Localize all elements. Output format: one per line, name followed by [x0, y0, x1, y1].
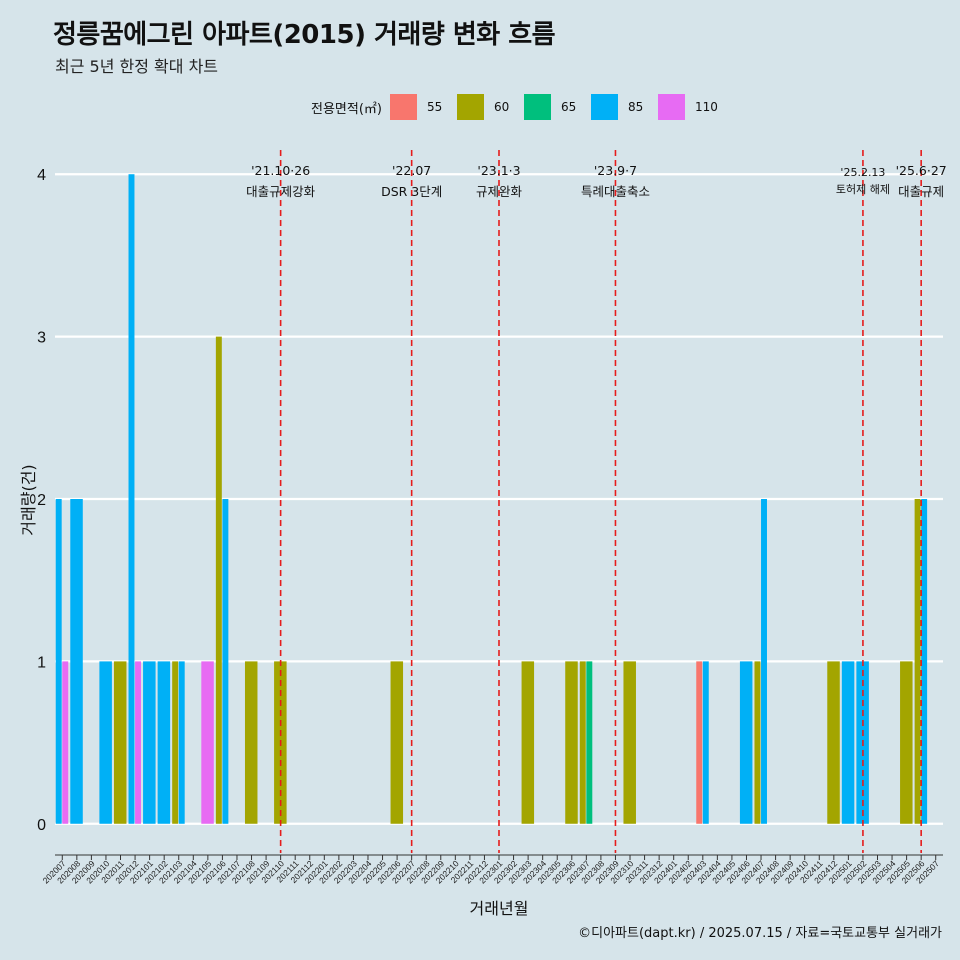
event-name-label: 대출규제 — [898, 184, 944, 199]
bar-202105-110 — [201, 661, 214, 824]
bar-202007-110 — [62, 661, 69, 824]
y-tick-label: 2 — [37, 492, 46, 509]
event-name-label: DSR 3단계 — [381, 184, 442, 199]
bar-202007-85 — [55, 499, 62, 824]
bar-202012-110 — [135, 661, 142, 824]
legend-label-55: 55 — [426, 100, 443, 114]
event-name-label: 대출규제강화 — [246, 184, 316, 199]
bar-202307-60 — [579, 661, 586, 824]
bar-202102-85 — [157, 661, 171, 824]
legend-item-55: 55 — [389, 94, 449, 120]
event-date-label: '23.9·7 — [594, 163, 637, 178]
legend-swatch-55 — [389, 94, 417, 120]
legend-item-60: 60 — [456, 94, 516, 120]
legend-swatch-60 — [456, 94, 484, 120]
bar-202501-85 — [841, 661, 855, 824]
bar-202303-60 — [521, 661, 535, 824]
legend-item-65: 65 — [523, 94, 583, 120]
bar-202407-60 — [754, 661, 761, 824]
legend-swatch-110 — [657, 94, 685, 120]
bar-202506-85 — [921, 499, 928, 824]
bar-202011-60 — [113, 661, 127, 824]
y-tick-label: 1 — [37, 654, 46, 671]
legend-title: 전용면적(㎡) — [311, 101, 382, 117]
bar-202008-85 — [70, 499, 83, 824]
bar-202206-60 — [390, 661, 404, 824]
bar-202403-55 — [696, 661, 703, 824]
legend: 전용면적(㎡) 55 60 65 85 110 — [311, 94, 726, 120]
y-axis-title: 거래량(건) — [19, 464, 38, 535]
event-date-label: '25.2.13 — [840, 166, 885, 179]
source-caption: ©디아파트(dapt.kr) / 2025.07.15 / 자료=국토교통부 실… — [578, 926, 942, 941]
legend-label-60: 60 — [493, 100, 510, 114]
y-tick-label: 0 — [37, 817, 46, 834]
legend-label-110: 110 — [694, 100, 718, 114]
bar-202103-60 — [172, 661, 179, 824]
legend-label-85: 85 — [627, 100, 644, 114]
legend-swatch-85 — [590, 94, 618, 120]
event-name-label: 규제완화 — [476, 184, 523, 199]
legend-item-110: 110 — [657, 94, 718, 120]
event-date-label: '21.10·26 — [251, 163, 310, 178]
legend-label-65: 65 — [560, 100, 577, 114]
x-axis-title: 거래년월 — [470, 899, 529, 918]
bar-202101-85 — [143, 661, 156, 824]
bar-202106-60 — [215, 336, 222, 824]
legend-swatch-65 — [523, 94, 551, 120]
bar-202310-60 — [623, 661, 636, 824]
bar-202012-85 — [128, 174, 135, 824]
bar-202506-60 — [914, 499, 921, 824]
y-tick-label: 3 — [37, 330, 46, 347]
legend-item-85: 85 — [590, 94, 650, 120]
bar-202106-85 — [222, 499, 229, 824]
chart-subtitle: 최근 5년 한정 확대 차트 — [55, 57, 219, 76]
bar-202010-85 — [99, 661, 112, 824]
bar-202108-60 — [244, 661, 258, 824]
bar-202307-65 — [586, 661, 593, 824]
chart-title: 정릉꿈에그린 아파트(2015) 거래량 변화 흐름 — [53, 20, 556, 50]
bar-202306-60 — [565, 661, 578, 824]
event-date-label: '23.1·3 — [477, 163, 520, 178]
event-date-label: '25.6·27 — [896, 163, 947, 178]
bar-202412-60 — [827, 661, 840, 824]
event-name-label: 특례대출축소 — [581, 184, 650, 199]
bar-202505-60 — [900, 661, 913, 824]
event-date-label: '22.07 — [392, 163, 431, 178]
bar-202403-85 — [702, 661, 709, 824]
bar-202406-85 — [739, 661, 753, 824]
bar-202103-85 — [178, 661, 185, 824]
y-tick-label: 4 — [37, 167, 46, 184]
event-name-label: 토허제 해제 — [836, 182, 890, 196]
bar-202407-85 — [761, 499, 767, 824]
